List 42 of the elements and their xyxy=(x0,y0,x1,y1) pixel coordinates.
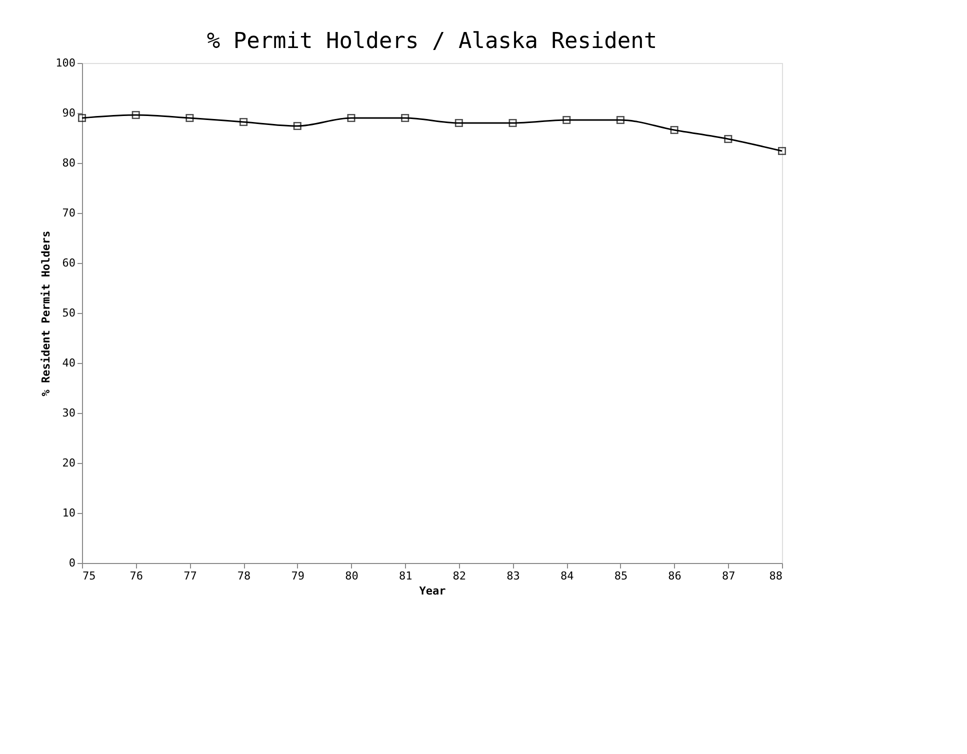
y-tick-label: 60 xyxy=(62,256,76,270)
y-tick-label: 90 xyxy=(62,106,76,120)
x-tick-label: 85 xyxy=(614,570,628,582)
x-tick-label: 87 xyxy=(722,570,736,582)
point xyxy=(670,126,678,134)
x-tick-label: 86 xyxy=(668,570,682,582)
x-tick-label: 81 xyxy=(398,570,412,582)
point xyxy=(293,122,302,130)
y-tick-label: 0 xyxy=(68,556,76,570)
x-tick-label: 88 xyxy=(769,570,782,582)
x-tick-label: 83 xyxy=(506,570,520,582)
point xyxy=(724,134,732,144)
y-tick-label: 80 xyxy=(62,156,76,170)
y-tick-label: 70 xyxy=(62,206,76,220)
x-tick-label: 75 xyxy=(82,570,96,582)
x-tick-label: 78 xyxy=(237,570,251,582)
point xyxy=(508,118,517,128)
x-tick-label: 79 xyxy=(291,570,305,582)
point xyxy=(132,110,140,120)
point xyxy=(78,114,86,122)
y-tick-label: 10 xyxy=(62,506,76,520)
point xyxy=(401,114,410,122)
y-tick-label: 100 xyxy=(56,56,76,70)
point xyxy=(454,118,463,128)
x-tick-label: 82 xyxy=(452,570,466,582)
point xyxy=(347,114,356,122)
chart-title: % Permit Holders / Alaska Resident xyxy=(206,29,658,54)
y-tick-label: 40 xyxy=(62,356,76,370)
y-tick-label: 50 xyxy=(62,306,76,320)
point xyxy=(240,118,248,126)
y-tick-label: 20 xyxy=(62,456,76,470)
x-tick-label: 80 xyxy=(345,570,358,582)
point xyxy=(186,114,194,122)
point xyxy=(778,146,786,156)
y-axis-title: % Resident Permit Holders xyxy=(40,230,53,396)
point xyxy=(616,116,624,124)
x-axis-title: Year xyxy=(419,584,446,598)
y-tick-label: 30 xyxy=(62,406,76,420)
point xyxy=(562,116,571,124)
x-tick-label: 77 xyxy=(184,570,197,582)
x-tick-label: 76 xyxy=(130,570,143,582)
x-tick-label: 84 xyxy=(560,570,574,582)
